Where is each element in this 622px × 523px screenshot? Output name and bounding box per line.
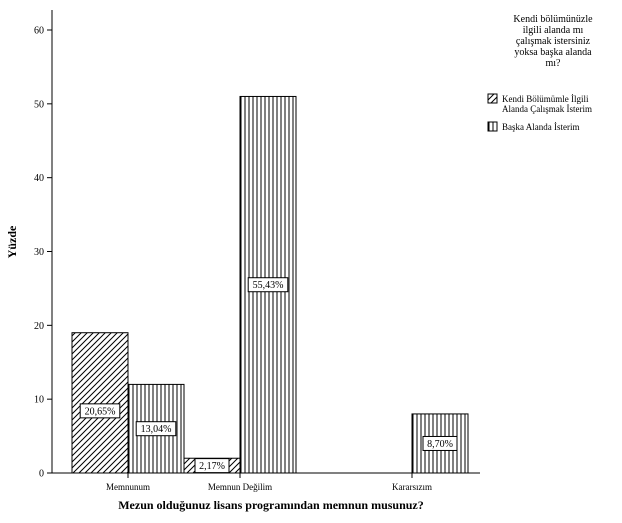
data-label: 20,65% xyxy=(85,406,116,417)
legend-label: Başka Alanda İsterim xyxy=(502,122,579,132)
y-tick-label: 50 xyxy=(34,99,44,110)
legend-title-line: mı? xyxy=(546,58,562,69)
legend-title-line: ilgili alanda mı xyxy=(523,25,584,36)
legend-title-line: Kendi bölümünüzle xyxy=(513,14,593,25)
x-axis-title: Mezun olduğunuz lisans programından memn… xyxy=(118,498,424,512)
y-tick-label: 30 xyxy=(34,247,44,258)
data-label-box xyxy=(422,435,458,451)
bar-series-1-memnunum xyxy=(71,332,129,474)
data-label-box xyxy=(135,421,177,437)
y-axis: 0 10 20 30 40 50 60 Yüzde xyxy=(5,10,53,480)
y-axis-title: Yüzde xyxy=(5,225,19,258)
y-tick-label: 20 xyxy=(34,321,44,332)
x-axis: Memnunum Memnun Değilim Kararsızım Mezun o… xyxy=(52,472,480,512)
legend-title-line: yoksa başka alanda xyxy=(514,47,592,58)
legend-label-line: Alanda Çalışmak İsterim xyxy=(502,104,592,114)
y-ticks: 0 10 20 30 40 50 60 xyxy=(34,26,52,480)
x-tick-label: Memnunum xyxy=(106,482,150,492)
data-label-box xyxy=(194,458,230,474)
legend-label-line: Kendi Bölümümle İlgili xyxy=(502,94,589,104)
data-label-box xyxy=(247,277,289,293)
legend-swatch xyxy=(487,93,498,104)
legend-title: Kendi bölümünüzle ilgili alanda mı çalışma… xyxy=(513,14,593,69)
x-ticks: Memnunum Memnun Değilim Kararsızım xyxy=(106,473,432,492)
data-label-box xyxy=(79,403,121,419)
data-label: 8,70% xyxy=(427,439,453,450)
legend-items: Kendi Bölümümle İlgili Alanda Çalışmak İs… xyxy=(487,93,592,132)
data-label: 13,04% xyxy=(141,424,172,435)
x-tick-label: Memnun Değilim xyxy=(208,482,272,492)
y-tick-label: 40 xyxy=(34,173,44,184)
legend-label: Kendi Bölümümle İlgili Alanda Çalışmak İs… xyxy=(502,94,592,114)
legend-swatch xyxy=(487,121,498,132)
y-tick-label: 10 xyxy=(34,395,44,406)
legend-title-line: çalışmak istersiniz xyxy=(516,36,591,47)
legend: Kendi bölümünüzle ilgili alanda mı çalışma… xyxy=(487,14,593,132)
x-tick-label: Kararsızım xyxy=(392,482,432,492)
y-tick-label: 60 xyxy=(34,26,44,37)
data-labels: 20,65% 2,17% 13,04% 55,43% 8,70% xyxy=(79,277,458,474)
data-label: 2,17% xyxy=(199,461,225,472)
y-tick-label: 0 xyxy=(39,469,44,480)
data-label: 55,43% xyxy=(253,280,284,291)
